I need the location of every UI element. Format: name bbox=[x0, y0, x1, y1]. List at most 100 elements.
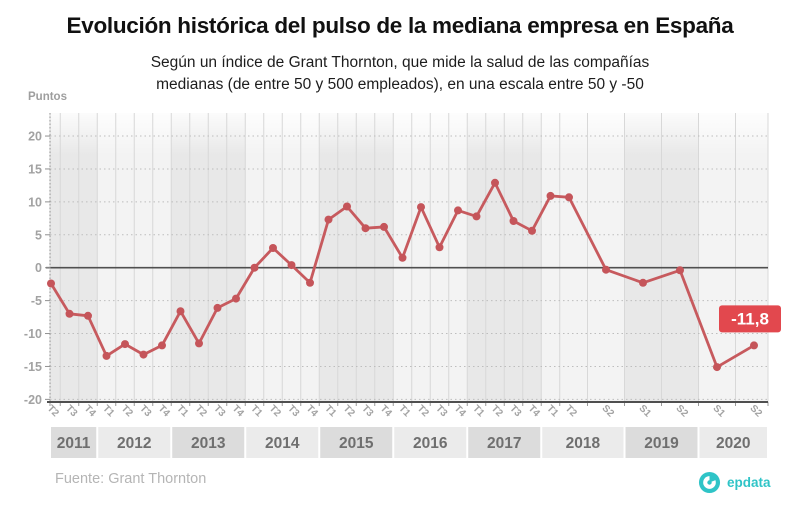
year-box-2013 bbox=[172, 427, 245, 458]
x-tick-label: T4 bbox=[526, 403, 542, 419]
x-tick-label: T2 bbox=[267, 403, 283, 419]
y-tick-label: -15 bbox=[24, 360, 42, 374]
x-tick-label: T1 bbox=[396, 403, 412, 419]
data-point-2016-T3[interactable] bbox=[435, 243, 444, 252]
year-label: 2018 bbox=[566, 435, 601, 452]
y-tick-label: 0 bbox=[35, 261, 42, 275]
x-tick-label: T1 bbox=[544, 403, 560, 419]
x-tick-label: T4 bbox=[156, 403, 172, 419]
x-tick-label: T2 bbox=[415, 403, 431, 419]
chart-subtitle: Según un índice de Grant Thornton, que m… bbox=[150, 54, 650, 93]
data-point-2015-T3[interactable] bbox=[361, 224, 370, 233]
year-label: 2015 bbox=[339, 435, 374, 452]
x-tick-label: T1 bbox=[322, 403, 338, 419]
epdata-wordmark: epdata bbox=[727, 475, 771, 490]
x-tick-label: S2 bbox=[600, 403, 617, 420]
y-tick-label: 15 bbox=[28, 162, 42, 176]
x-tick-label: T2 bbox=[563, 403, 579, 419]
data-point-2017-T4[interactable] bbox=[528, 226, 536, 235]
year-label: 2014 bbox=[265, 435, 300, 452]
x-tick-label: T2 bbox=[45, 403, 61, 419]
y-tick-label: -10 bbox=[24, 327, 42, 341]
year-band-2011 bbox=[50, 113, 98, 402]
x-tick-label: T3 bbox=[137, 403, 153, 419]
data-point-2016-T1[interactable] bbox=[398, 253, 407, 262]
x-tick-label: T2 bbox=[193, 403, 209, 419]
data-point-2011-T3[interactable] bbox=[65, 309, 74, 318]
data-point-2019-S2[interactable] bbox=[676, 266, 684, 275]
x-tick-label: T4 bbox=[304, 403, 320, 419]
data-point-2013-T4[interactable] bbox=[232, 294, 240, 303]
year-box-2020 bbox=[699, 427, 767, 458]
x-tick-label: T2 bbox=[341, 403, 357, 419]
value-annotation-box bbox=[719, 305, 781, 333]
y-tick-label: -5 bbox=[31, 294, 42, 308]
data-point-2013-T1[interactable] bbox=[176, 307, 185, 316]
data-point-2014-T2[interactable] bbox=[269, 244, 277, 252]
year-label: 2020 bbox=[716, 435, 750, 452]
year-label: 2011 bbox=[57, 435, 91, 452]
y-tick-label: -20 bbox=[24, 393, 42, 407]
x-tick-label: T4 bbox=[452, 403, 468, 419]
data-point-2015-T2[interactable] bbox=[343, 202, 351, 211]
data-point-2014-T1[interactable] bbox=[250, 263, 259, 272]
data-point-2016-T4[interactable] bbox=[454, 206, 462, 215]
x-tick-label: T2 bbox=[119, 403, 135, 419]
year-box-2014 bbox=[246, 427, 319, 458]
data-point-2011-T2[interactable] bbox=[47, 279, 55, 288]
data-point-2018-T2[interactable] bbox=[565, 193, 573, 202]
year-box-2017 bbox=[468, 427, 541, 458]
source-note: Fuente: Grant Thornton bbox=[55, 471, 207, 487]
year-box-2015 bbox=[320, 427, 393, 458]
year-box-2018 bbox=[542, 427, 624, 458]
data-point-2011-T4[interactable] bbox=[84, 311, 92, 320]
x-tick-label: T3 bbox=[211, 403, 227, 419]
data-point-2017-T3[interactable] bbox=[509, 217, 518, 225]
data-point-2015-T1[interactable] bbox=[324, 215, 333, 224]
data-point-2015-T4[interactable] bbox=[380, 222, 388, 231]
x-tick-label: T2 bbox=[489, 403, 505, 419]
x-tick-label: S1 bbox=[711, 403, 728, 420]
x-tick-label: T4 bbox=[230, 403, 246, 419]
x-tick-label: T1 bbox=[100, 403, 116, 419]
data-point-2012-T3[interactable] bbox=[139, 350, 148, 359]
x-tick-label: T3 bbox=[359, 403, 375, 419]
y-tick-label: 5 bbox=[35, 228, 42, 242]
x-tick-label: T4 bbox=[82, 403, 98, 419]
data-point-2012-T2[interactable] bbox=[121, 340, 129, 349]
x-tick-label: T1 bbox=[248, 403, 264, 419]
year-label: 2013 bbox=[191, 435, 226, 452]
data-point-2016-T2[interactable] bbox=[417, 203, 425, 212]
x-tick-label: T3 bbox=[433, 403, 449, 419]
year-box-2019 bbox=[625, 427, 698, 458]
x-tick-label: T3 bbox=[63, 403, 79, 419]
year-label: 2016 bbox=[413, 435, 448, 452]
year-box-2016 bbox=[394, 427, 467, 458]
data-point-2020-S1[interactable] bbox=[713, 363, 721, 372]
y-tick-label: 10 bbox=[28, 195, 42, 209]
data-point-2012-T1[interactable] bbox=[102, 351, 111, 360]
year-label: 2012 bbox=[117, 435, 151, 452]
data-point-2017-T1[interactable] bbox=[472, 212, 481, 221]
data-point-2018-S2[interactable] bbox=[602, 265, 610, 274]
x-tick-label: T1 bbox=[174, 403, 190, 419]
x-tick-label: T3 bbox=[285, 403, 301, 419]
y-tick-label: 20 bbox=[28, 130, 42, 144]
data-point-2014-T3[interactable] bbox=[287, 261, 296, 270]
year-label: 2019 bbox=[644, 435, 679, 452]
data-point-2013-T2[interactable] bbox=[195, 339, 203, 348]
epdata-logo[interactable]: epdata bbox=[698, 471, 771, 494]
data-point-2018-T1[interactable] bbox=[546, 191, 555, 200]
year-box-2012 bbox=[98, 427, 171, 458]
data-point-2020-S2[interactable] bbox=[750, 341, 758, 350]
x-tick-label: S2 bbox=[748, 403, 765, 420]
data-point-2019-S1[interactable] bbox=[639, 278, 647, 287]
data-point-2014-T4[interactable] bbox=[306, 278, 314, 287]
data-point-2017-T2[interactable] bbox=[491, 178, 499, 187]
data-point-2012-T4[interactable] bbox=[158, 341, 166, 350]
epdata-donut-icon bbox=[698, 471, 721, 494]
data-point-2013-T3[interactable] bbox=[213, 303, 222, 312]
x-tick-label: T1 bbox=[470, 403, 486, 419]
series-line bbox=[49, 181, 756, 369]
